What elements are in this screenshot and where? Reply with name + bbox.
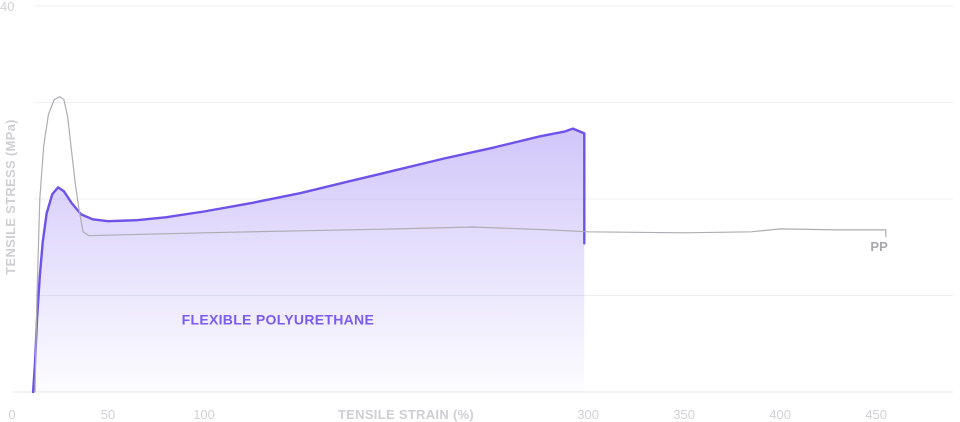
labels-layer: FLEXIBLE POLYURETHANE PP [182,239,888,327]
x-tick-label-350: 350 [673,407,695,422]
x-tick-label-450: 450 [865,407,887,422]
y-axis-title: TENSILE STRESS (MPa) [3,119,18,275]
series-line-pp [34,96,887,393]
series-layer [31,96,887,394]
x-tick-label-300: 300 [577,407,599,422]
x-tick-label-100: 100 [193,407,215,422]
series-label-flexible-polyurethane: FLEXIBLE POLYURETHANE [182,311,374,327]
series-area-flexible-polyurethane [33,128,585,392]
series-label-pp: PP [870,239,888,254]
x-tick-label-0: 0 [8,407,15,422]
x-axis-title: TENSILE STRAIN (%) [338,407,474,422]
y-tick-label-40: 40 [0,0,14,14]
x-tick-label-400: 400 [769,407,791,422]
series-line-flexible-polyurethane [31,127,586,394]
x-tick-label-50: 50 [101,407,115,422]
